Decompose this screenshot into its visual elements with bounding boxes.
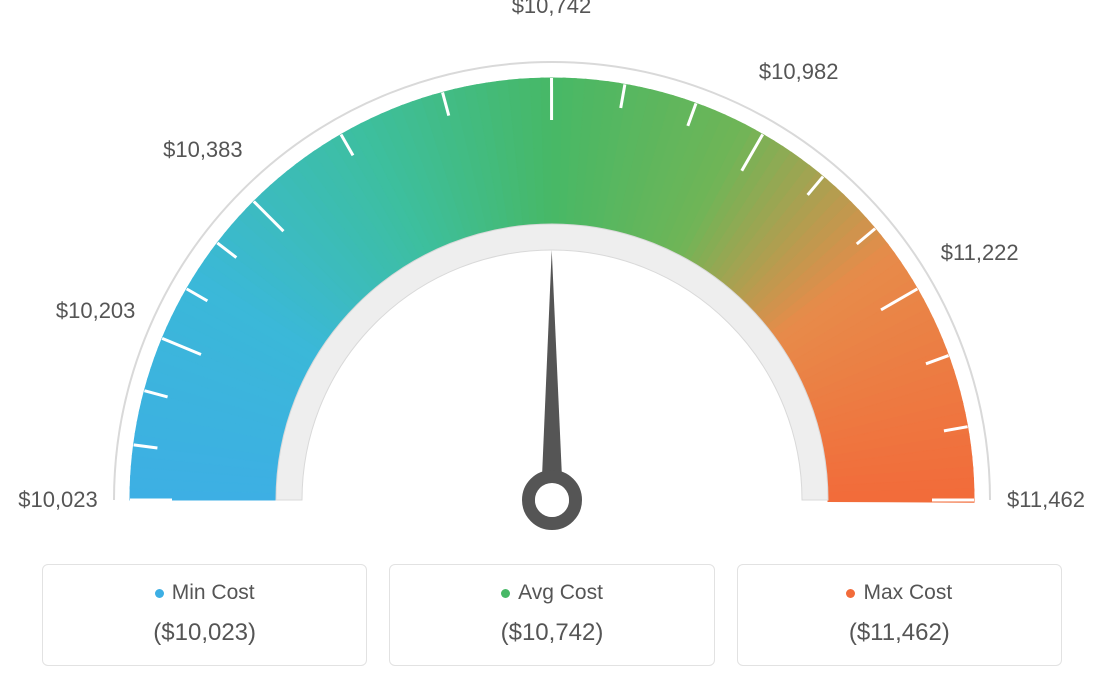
legend-value-max: ($11,462) bbox=[748, 619, 1051, 647]
legend-dot-max bbox=[846, 589, 855, 598]
gauge-tick-label: $10,203 bbox=[56, 298, 136, 324]
gauge-svg bbox=[0, 0, 1104, 560]
legend-dot-avg bbox=[501, 589, 510, 598]
legend-card-max: Max Cost ($11,462) bbox=[737, 564, 1062, 666]
legend-value-avg: ($10,742) bbox=[400, 619, 703, 647]
legend-title-max: Max Cost bbox=[846, 581, 952, 605]
gauge-tick-label: $11,222 bbox=[941, 240, 1019, 266]
gauge-chart: $10,023 $10,203 $10,383 $10,742 $10,982 $11,2… bbox=[0, 0, 1104, 560]
gauge-tick-label: $10,383 bbox=[163, 137, 243, 163]
legend-label-min: Min Cost bbox=[172, 581, 255, 605]
gauge-tick-label: $10,742 bbox=[512, 0, 592, 19]
gauge-tick-label: $11,462 bbox=[1007, 487, 1085, 513]
legend-title-avg: Avg Cost bbox=[501, 581, 603, 605]
legend-label-max: Max Cost bbox=[863, 581, 952, 605]
gauge-tick-label: $10,023 bbox=[18, 487, 98, 513]
legend-value-min: ($10,023) bbox=[53, 619, 356, 647]
legend-dot-min bbox=[155, 589, 164, 598]
gauge-tick-label: $10,982 bbox=[759, 59, 839, 85]
legend-card-min: Min Cost ($10,023) bbox=[42, 564, 367, 666]
legend-row: Min Cost ($10,023) Avg Cost ($10,742) Ma… bbox=[42, 564, 1062, 666]
legend-card-avg: Avg Cost ($10,742) bbox=[389, 564, 714, 666]
legend-label-avg: Avg Cost bbox=[518, 581, 603, 605]
legend-title-min: Min Cost bbox=[155, 581, 255, 605]
